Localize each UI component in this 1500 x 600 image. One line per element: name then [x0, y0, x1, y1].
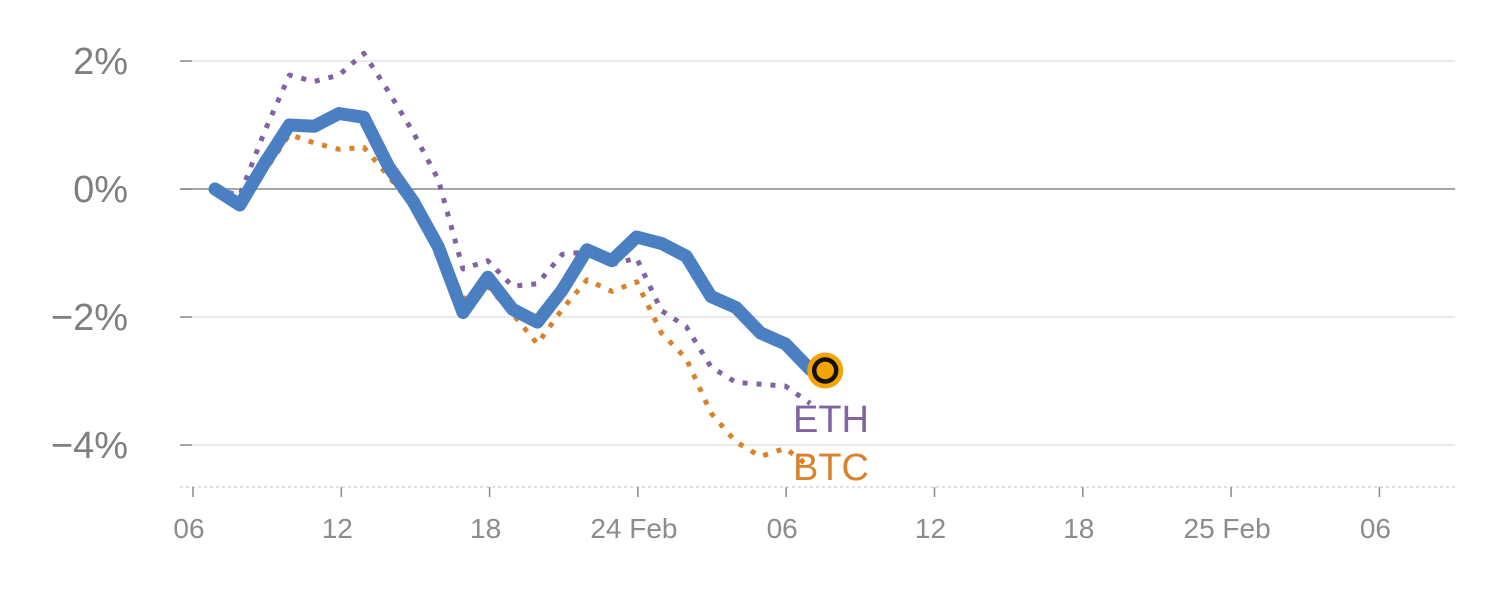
- y-tick-label: −2%: [51, 297, 128, 339]
- x-tick-label: 12: [915, 513, 946, 544]
- x-tick-label: 06: [1360, 513, 1391, 544]
- series-label-eth: ETH: [793, 399, 869, 441]
- x-tick-label: 06: [173, 513, 204, 544]
- series-labels: ETH BTC: [793, 399, 869, 489]
- series-line-main: [208, 107, 817, 376]
- x-tick-label: 18: [1063, 513, 1094, 544]
- series-end-marker-ring: [811, 357, 839, 384]
- y-tick-label: 0%: [73, 169, 128, 211]
- series-label-btc: BTC: [793, 447, 869, 489]
- x-tick-label: 12: [322, 513, 353, 544]
- x-tick-label: 18: [470, 513, 501, 544]
- series-line-eth: [214, 50, 812, 406]
- x-tick-label: 25 Feb: [1184, 513, 1271, 544]
- series-lines: [208, 50, 844, 470]
- x-tick-label: 24 Feb: [590, 513, 677, 544]
- y-tick-label: 2%: [73, 41, 128, 83]
- y-tick-label: −4%: [51, 425, 128, 467]
- series-line-btc: [214, 132, 812, 470]
- axes: 2% 0% −2% −4% 06 12 18 24 Feb 06 12 18 25 Feb 06: [51, 41, 1455, 544]
- x-tick-label: 06: [767, 513, 798, 544]
- gridlines: [180, 60, 1455, 446]
